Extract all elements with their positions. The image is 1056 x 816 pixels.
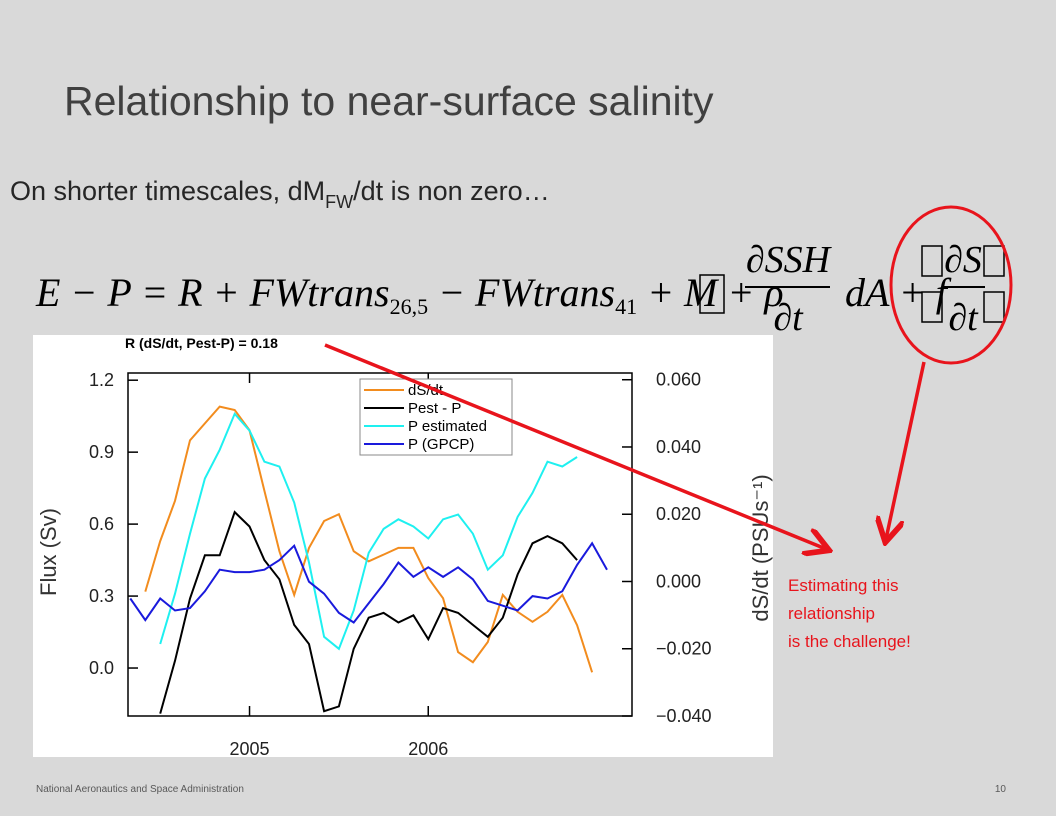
y-tick-label: 0.9 [89,442,114,462]
page-number: 10 [995,784,1007,795]
subtitle-sub: FW [325,192,353,212]
plot-frame [127,372,633,717]
y-tick-label: 0.3 [89,586,114,606]
eq-frac-den: ∂t [773,297,804,339]
eq-sub: 41 [615,294,637,319]
equation: E − P = R + FWtrans26,5 − FWtrans41 + M … [35,239,1005,339]
chart-note: R (dS/dt, Pest-P) = 0.18 [125,335,278,351]
annotation-line: is the challenge! [788,632,911,651]
y2-tick-label: 0.000 [656,571,701,591]
y-axis-label: Flux (Sv) [36,508,61,596]
equation-text: E − P = R + FWtrans26,5 − FWtrans41 + M … [35,270,784,319]
x-tick-label: 2006 [408,739,448,759]
y-tick-label: 0.6 [89,514,114,534]
eq-frac-den: ∂t [948,297,979,339]
subtitle-text: /dt is non zero… [353,176,550,206]
glyph-box [699,274,725,314]
arrow [886,361,926,539]
y2-tick-label: 0.020 [656,504,701,524]
eq-part: E − P = R + FWtrans [35,270,390,315]
eq-frac-num: ∂SSH [746,239,833,281]
y-tick-label: 0.0 [89,658,114,678]
y-tick-label: 1.2 [89,370,114,390]
legend-label: dS/dt [408,382,444,399]
subtitle: On shorter timescales, dMFW/dt is non ze… [10,176,550,212]
annotation-line: Estimating this [788,576,899,595]
eq-part: + M + ρ [637,270,784,315]
arrow [324,343,826,549]
y2-tick-label: 0.060 [656,370,701,390]
annotation: Estimating this relationship is the chal… [788,576,911,651]
legend-label: Pest - P [408,400,461,417]
annotation-line: relationship [788,604,875,623]
series-line [159,411,578,651]
glyph-box [921,245,943,277]
glyph-box [921,291,943,323]
legend-label: P (GPCP) [408,436,474,453]
x-tick-label: 2005 [230,739,270,759]
series-line [144,405,594,673]
eq-part: − FWtrans [428,270,615,315]
eq-sub: 26,5 [390,294,429,319]
legend-label: P estimated [408,418,487,435]
y2-tick-label: 0.040 [656,437,701,457]
y2-axis-label: dS/dt (PSUs⁻¹) [748,474,773,621]
eq-frac-num: ∂S [944,239,982,281]
y2-tick-label: −0.020 [656,639,712,659]
series-line [129,541,608,624]
series-line [159,510,578,714]
glyph-box [983,291,1005,323]
glyph-box [983,245,1005,277]
subtitle-text: On shorter timescales, dM [10,176,325,206]
y2-tick-label: −0.040 [656,706,712,726]
slide-title: Relationship to near-surface salinity [64,78,714,124]
highlight-ellipse [889,205,1013,365]
footer: National Aeronautics and Space Administr… [36,784,244,795]
